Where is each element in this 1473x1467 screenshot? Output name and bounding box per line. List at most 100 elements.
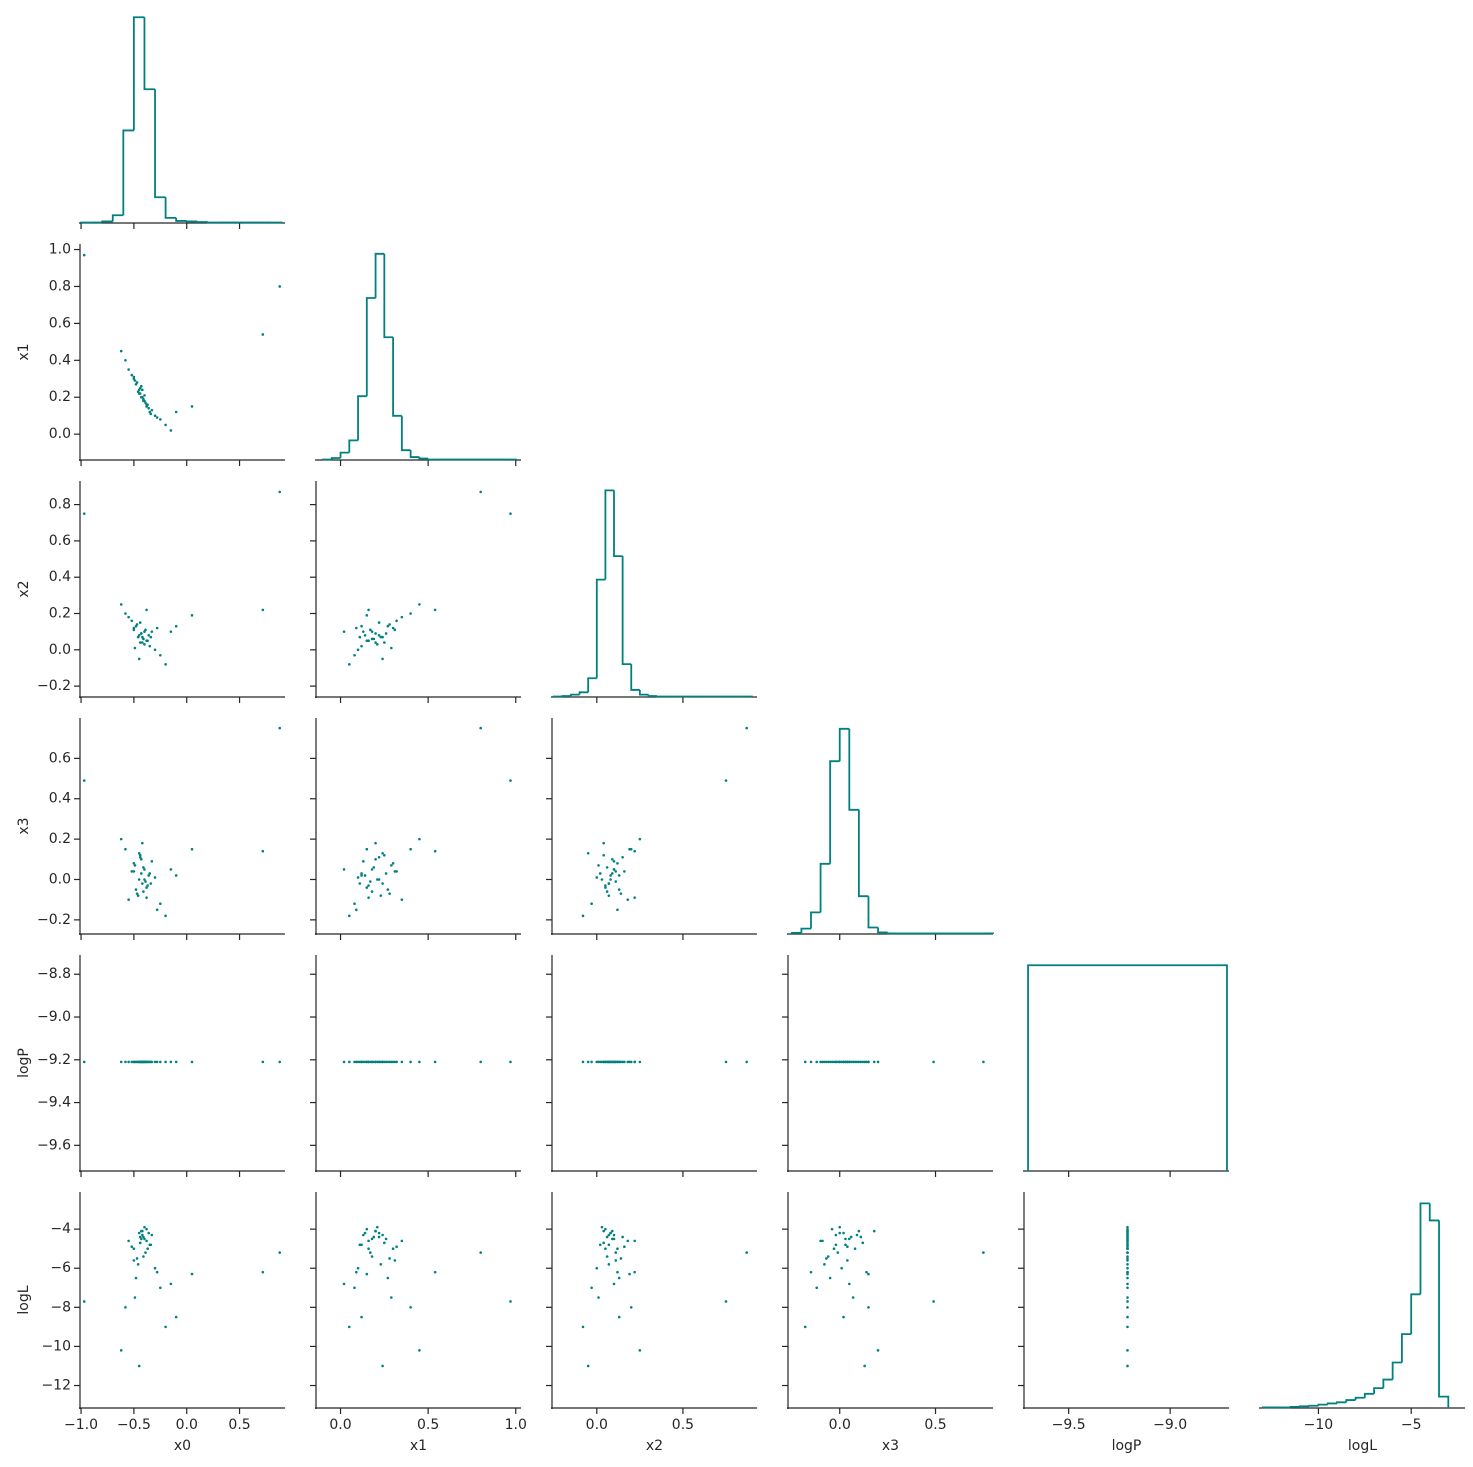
scatter-point: [433, 849, 437, 853]
scatter-point: [393, 628, 397, 632]
scatter-point: [1126, 1243, 1129, 1247]
scatter-point: [390, 1296, 393, 1299]
scatter-point: [614, 1259, 618, 1262]
scatter-point: [391, 626, 395, 630]
scatter-point: [586, 851, 590, 855]
scatter-point: [633, 896, 636, 899]
scatter-point: [390, 1060, 393, 1064]
scatter-point: [138, 392, 142, 395]
scatter-point: [617, 1276, 621, 1280]
scatter-point: [261, 1270, 265, 1274]
scatter-point: [347, 914, 351, 918]
scatter-point: [607, 1060, 611, 1064]
scatter-point: [745, 1060, 748, 1064]
scatter-point: [745, 726, 748, 730]
scatter-point: [130, 1060, 134, 1064]
scatter-point: [174, 1060, 178, 1064]
scatter-point: [82, 1060, 86, 1064]
scatter-point: [374, 858, 377, 861]
scatter-point: [353, 1286, 356, 1290]
scatter-point: [354, 1270, 358, 1274]
histogram-bin: [1345, 1399, 1356, 1403]
scatter-point: [144, 880, 147, 883]
scatter-point: [586, 1060, 590, 1064]
scatter-point: [848, 1060, 851, 1064]
scatter-point: [846, 1245, 849, 1249]
x-tick-label: 0.0: [329, 1417, 351, 1433]
scatter-point: [132, 870, 136, 873]
scatter-point: [581, 1060, 585, 1064]
scatter-point: [395, 619, 398, 623]
scatter-point: [342, 630, 346, 633]
scatter-point: [621, 855, 624, 859]
scatter-point: [844, 1237, 847, 1241]
scatter-point: [619, 892, 623, 895]
scatter-point: [363, 1231, 367, 1235]
scatter-point: [1126, 1300, 1129, 1303]
scatter-point: [356, 876, 360, 879]
scatter-point: [623, 1245, 626, 1249]
scatter-point: [147, 874, 150, 877]
scatter-point: [370, 637, 374, 641]
scatter-point: [602, 1229, 605, 1233]
scatter-point: [145, 608, 148, 612]
scatter-point: [347, 663, 351, 666]
histogram-bin: [1261, 1406, 1273, 1409]
scatter-point: [602, 1241, 605, 1245]
y-tick-label: 0.4: [49, 352, 71, 368]
scatter-point: [141, 1233, 144, 1237]
scatter-point: [418, 1060, 421, 1064]
scatter-point: [586, 1364, 590, 1368]
scatter-point: [381, 882, 384, 885]
histogram-bin: [647, 694, 658, 697]
scatter-point: [381, 851, 384, 855]
scatter-point: [617, 1060, 621, 1064]
scatter-point: [1126, 1315, 1129, 1319]
histogram-bin: [80, 221, 92, 224]
scatter-point: [147, 1231, 150, 1235]
scatter-point: [139, 1237, 143, 1241]
scatter-point: [148, 644, 152, 648]
scatter-point: [261, 1060, 265, 1064]
scatter-point: [393, 1259, 397, 1262]
scatter-point: [365, 1272, 369, 1276]
scatter-point: [155, 416, 159, 419]
scatter-point: [363, 874, 367, 877]
histogram-bin: [392, 337, 402, 417]
scatter-point: [982, 1060, 985, 1064]
scatter-point: [614, 1060, 618, 1064]
scatter-point: [141, 1229, 144, 1233]
scatter-point: [819, 1060, 822, 1064]
scatter-point: [1126, 1239, 1129, 1243]
histogram-bin: [1419, 1202, 1430, 1295]
scatter-point: [124, 1060, 127, 1064]
scatter-point: [353, 653, 356, 657]
scatter-point: [604, 886, 607, 889]
scatter-point: [354, 908, 358, 912]
histogram-bin: [613, 490, 623, 558]
scatter-point: [137, 388, 141, 392]
scatter-point: [370, 1237, 374, 1241]
scatter-point: [724, 779, 728, 782]
scatter-point: [372, 866, 376, 869]
y-tick-label: 0.8: [49, 278, 71, 294]
scatter-point: [1126, 1349, 1129, 1352]
histogram-bin: [1428, 1203, 1440, 1222]
scatter-point: [605, 866, 609, 869]
scatter-point: [190, 405, 194, 408]
scatter-point: [391, 1247, 395, 1250]
scatter-point: [614, 1251, 618, 1254]
scatter-point: [164, 914, 167, 918]
scatter-point: [261, 608, 265, 612]
scatter-point: [876, 1349, 880, 1352]
histogram-bin: [838, 727, 850, 762]
scatter-point: [840, 1266, 843, 1270]
scatter-point: [365, 886, 369, 889]
scatter-point: [159, 653, 162, 657]
scatter-point: [174, 1315, 178, 1319]
scatter-point: [803, 1060, 807, 1064]
scatter-point: [863, 1364, 866, 1368]
scatter-point: [143, 868, 146, 871]
scatter-point: [145, 403, 148, 406]
scatter-point: [119, 603, 123, 606]
